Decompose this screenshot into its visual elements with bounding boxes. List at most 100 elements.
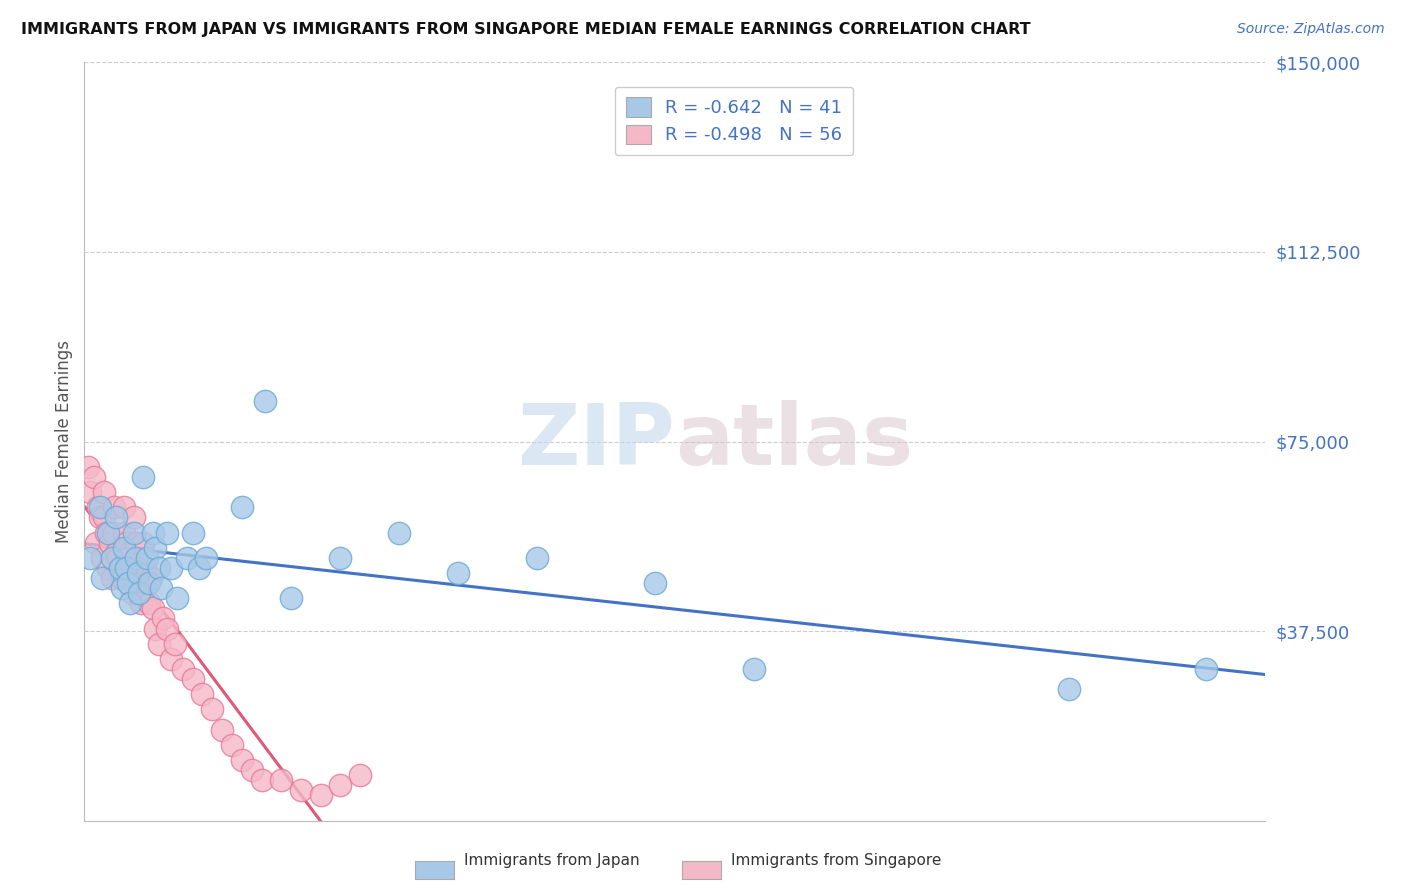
Point <box>254 394 277 409</box>
Point <box>181 672 204 686</box>
Point <box>124 550 146 565</box>
Point <box>231 500 253 515</box>
Point <box>111 571 134 585</box>
Point <box>142 601 165 615</box>
Point <box>163 637 186 651</box>
Point <box>83 470 105 484</box>
Point <box>132 535 155 549</box>
Point <box>111 581 134 595</box>
Point <box>201 702 224 716</box>
Point <box>191 687 214 701</box>
Point <box>121 586 143 600</box>
Point <box>127 566 149 580</box>
Point <box>94 525 117 540</box>
Point <box>134 561 156 575</box>
Point <box>108 561 131 575</box>
Point <box>131 596 153 610</box>
Point <box>84 535 107 549</box>
Point <box>150 581 173 595</box>
Point <box>136 550 159 565</box>
Point <box>108 561 131 575</box>
Point <box>122 510 145 524</box>
Point <box>349 768 371 782</box>
Point <box>388 525 411 540</box>
Point <box>250 773 273 788</box>
Point <box>103 525 125 540</box>
Point <box>160 561 183 575</box>
Point <box>156 622 179 636</box>
Point <box>89 510 111 524</box>
Point <box>181 525 204 540</box>
Point <box>104 510 127 524</box>
Point <box>211 723 233 737</box>
Legend: R = -0.642   N = 41, R = -0.498   N = 56: R = -0.642 N = 41, R = -0.498 N = 56 <box>614 87 853 155</box>
Point <box>79 550 101 565</box>
Point <box>187 561 209 575</box>
Point <box>240 763 263 777</box>
Point <box>152 611 174 625</box>
Point <box>101 571 124 585</box>
Point <box>77 459 100 474</box>
Point <box>447 566 470 580</box>
Point <box>79 485 101 500</box>
Point <box>118 596 141 610</box>
Point <box>91 550 114 565</box>
Point <box>122 525 145 540</box>
Point <box>98 535 121 549</box>
Point <box>128 586 150 600</box>
Point <box>742 662 765 676</box>
Y-axis label: Median Female Earnings: Median Female Earnings <box>55 340 73 543</box>
Text: Immigrants from Singapore: Immigrants from Singapore <box>731 854 942 868</box>
Point <box>93 510 115 524</box>
Point <box>270 773 292 788</box>
Point <box>127 561 149 575</box>
Point <box>142 525 165 540</box>
Point <box>141 571 163 585</box>
Point <box>118 571 141 585</box>
Point <box>103 500 125 515</box>
Point <box>176 550 198 565</box>
Point <box>97 561 120 575</box>
Point <box>166 591 188 606</box>
Point <box>1195 662 1218 676</box>
Text: IMMIGRANTS FROM JAPAN VS IMMIGRANTS FROM SINGAPORE MEDIAN FEMALE EARNINGS CORREL: IMMIGRANTS FROM JAPAN VS IMMIGRANTS FROM… <box>21 22 1031 37</box>
Point <box>87 500 110 515</box>
Point <box>329 550 352 565</box>
Point <box>112 541 135 555</box>
Point <box>117 550 139 565</box>
Point <box>114 561 136 575</box>
Point <box>93 485 115 500</box>
Point <box>526 550 548 565</box>
Point <box>148 561 170 575</box>
Point <box>124 535 146 549</box>
Point <box>231 753 253 767</box>
Point <box>309 789 332 803</box>
Text: Immigrants from Japan: Immigrants from Japan <box>464 854 640 868</box>
Point <box>136 576 159 591</box>
Point <box>112 525 135 540</box>
Point <box>117 576 139 591</box>
Point <box>644 576 666 591</box>
Point <box>112 500 135 515</box>
Text: Source: ZipAtlas.com: Source: ZipAtlas.com <box>1237 22 1385 37</box>
Point <box>1057 682 1080 697</box>
Point <box>329 778 352 792</box>
Point <box>148 637 170 651</box>
Point <box>89 500 111 515</box>
Point <box>104 546 127 560</box>
Point <box>107 550 129 565</box>
Point <box>143 622 166 636</box>
Point <box>132 470 155 484</box>
Point <box>114 535 136 549</box>
Text: atlas: atlas <box>675 400 912 483</box>
Point <box>91 571 114 585</box>
Point <box>128 576 150 591</box>
Point <box>101 550 124 565</box>
Point <box>172 662 194 676</box>
Point <box>143 541 166 555</box>
Point <box>156 525 179 540</box>
Text: ZIP: ZIP <box>517 400 675 483</box>
Point <box>290 783 312 797</box>
Point <box>138 596 160 610</box>
Point <box>97 525 120 540</box>
